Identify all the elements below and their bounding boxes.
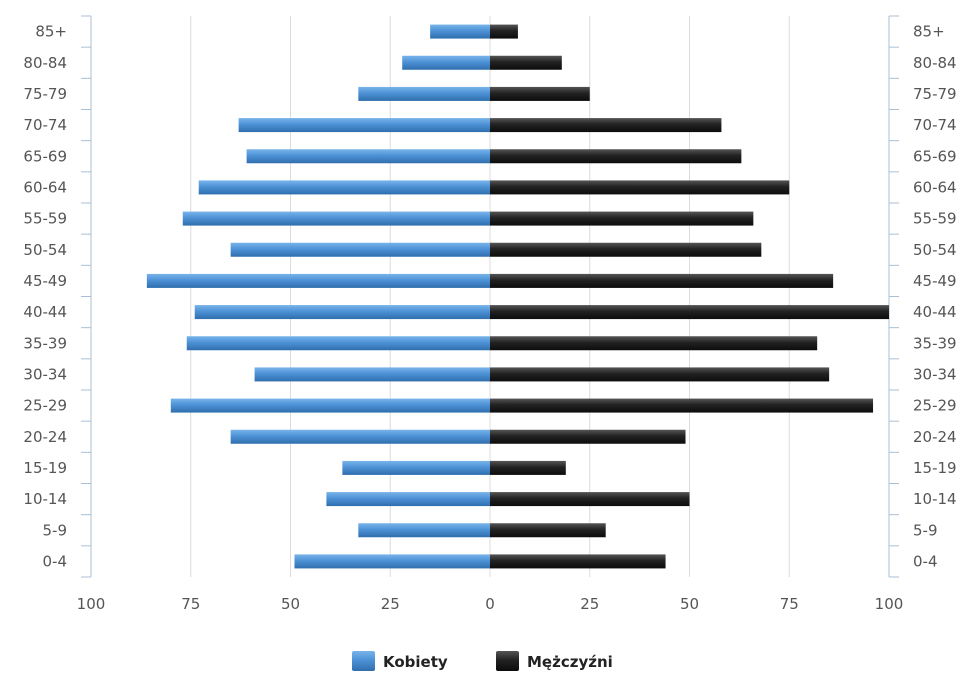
legend-swatch — [352, 651, 375, 671]
bar-mezczyzni-50-54[interactable] — [490, 242, 762, 257]
x-tick-label: 50 — [680, 595, 699, 613]
bar-kobiety-70-74[interactable] — [238, 118, 490, 133]
bar-mezczyzni-60-64[interactable] — [490, 180, 790, 195]
x-tick-label: 0 — [485, 595, 495, 613]
axes — [81, 15, 899, 578]
bar-mezczyzni-30-34[interactable] — [490, 367, 830, 382]
bar-kobiety-45-49[interactable] — [146, 273, 491, 288]
bar-kobiety-85+[interactable] — [430, 24, 490, 39]
y-tick-label-left: 25-29 — [23, 397, 67, 415]
bar-kobiety-15-19[interactable] — [342, 460, 490, 475]
y-tick-label-left: 50-54 — [23, 241, 67, 259]
bar-kobiety-35-39[interactable] — [186, 336, 490, 351]
bar-kobiety-40-44[interactable] — [194, 305, 491, 320]
bars — [146, 24, 889, 569]
bar-kobiety-80-84[interactable] — [402, 55, 490, 70]
y-tick-label-left: 20-24 — [23, 428, 67, 446]
y-tick-label-left: 5-9 — [43, 521, 68, 539]
bar-kobiety-0-4[interactable] — [294, 554, 490, 569]
legend-item-kobiety[interactable]: Kobiety — [352, 651, 448, 671]
bar-mezczyzni-85+[interactable] — [490, 24, 518, 39]
bar-kobiety-75-79[interactable] — [358, 86, 490, 101]
y-tick-label-right: 0-4 — [913, 552, 938, 570]
y-tick-label-left: 75-79 — [23, 85, 67, 103]
bar-kobiety-20-24[interactable] — [230, 429, 490, 444]
x-tick-label: 100 — [875, 595, 904, 613]
x-tick-label: 75 — [181, 595, 200, 613]
y-tick-label-left: 45-49 — [23, 272, 67, 290]
y-tick-label-left: 10-14 — [23, 490, 67, 508]
y-tick-label-right: 80-84 — [913, 54, 957, 72]
bar-mezczyzni-45-49[interactable] — [490, 273, 834, 288]
tick-labels: 85+ 85+ 80-84 80-84 75-79 75-79 70-74 70-74 65-6… — [23, 23, 956, 613]
y-tick-label-right: 30-34 — [913, 365, 957, 383]
bar-mezczyzni-5-9[interactable] — [490, 523, 606, 538]
bar-kobiety-25-29[interactable] — [170, 398, 491, 413]
legend-label: Mężczyźni — [527, 653, 613, 671]
y-tick-label-left: 0-4 — [43, 552, 68, 570]
y-tick-label-left: 85+ — [35, 23, 67, 41]
y-tick-label-right: 15-19 — [913, 459, 957, 477]
bar-kobiety-55-59[interactable] — [182, 211, 490, 226]
y-tick-label-left: 55-59 — [23, 210, 67, 228]
bar-mezczyzni-70-74[interactable] — [490, 118, 722, 133]
bar-mezczyzni-35-39[interactable] — [490, 336, 818, 351]
bar-kobiety-5-9[interactable] — [358, 523, 490, 538]
legend-swatch — [496, 651, 519, 671]
bar-kobiety-60-64[interactable] — [198, 180, 491, 195]
y-tick-label-right: 50-54 — [913, 241, 957, 259]
y-tick-label-left: 70-74 — [23, 116, 67, 134]
y-tick-label-right: 60-64 — [913, 178, 957, 196]
y-tick-label-left: 65-69 — [23, 147, 67, 165]
bar-kobiety-65-69[interactable] — [246, 149, 490, 164]
bar-mezczyzni-65-69[interactable] — [490, 149, 742, 164]
y-tick-label-left: 30-34 — [23, 365, 67, 383]
bar-mezczyzni-0-4[interactable] — [490, 554, 666, 569]
bar-mezczyzni-15-19[interactable] — [490, 460, 566, 475]
y-tick-label-left: 15-19 — [23, 459, 67, 477]
bar-mezczyzni-55-59[interactable] — [490, 211, 754, 226]
bar-mezczyzni-10-14[interactable] — [490, 492, 690, 507]
y-tick-label-right: 65-69 — [913, 147, 957, 165]
y-tick-label-right: 55-59 — [913, 210, 957, 228]
y-tick-label-right: 35-39 — [913, 334, 957, 352]
bar-kobiety-30-34[interactable] — [254, 367, 490, 382]
y-tick-label-left: 35-39 — [23, 334, 67, 352]
bar-mezczyzni-75-79[interactable] — [490, 86, 590, 101]
bar-kobiety-50-54[interactable] — [230, 242, 490, 257]
y-tick-label-right: 75-79 — [913, 85, 957, 103]
y-tick-label-left: 40-44 — [23, 303, 67, 321]
x-tick-label: 25 — [381, 595, 400, 613]
y-tick-label-right: 70-74 — [913, 116, 957, 134]
x-tick-label: 50 — [281, 595, 300, 613]
y-tick-label-right: 45-49 — [913, 272, 957, 290]
y-tick-label-left: 60-64 — [23, 178, 67, 196]
y-tick-label-right: 5-9 — [913, 521, 938, 539]
y-tick-label-right: 25-29 — [913, 397, 957, 415]
x-tick-label: 25 — [580, 595, 599, 613]
bar-kobiety-10-14[interactable] — [326, 492, 490, 507]
y-tick-label-right: 85+ — [913, 23, 945, 41]
legend[interactable]: Kobiety Mężczyźni — [352, 651, 613, 671]
legend-item-mezczyzni[interactable]: Mężczyźni — [496, 651, 613, 671]
y-tick-label-left: 80-84 — [23, 54, 67, 72]
y-tick-label-right: 20-24 — [913, 428, 957, 446]
y-tick-label-right: 10-14 — [913, 490, 957, 508]
bar-mezczyzni-20-24[interactable] — [490, 429, 686, 444]
x-tick-label: 75 — [780, 595, 799, 613]
bar-mezczyzni-25-29[interactable] — [490, 398, 874, 413]
bar-mezczyzni-40-44[interactable] — [490, 305, 889, 320]
x-tick-label: 100 — [77, 595, 106, 613]
bar-mezczyzni-80-84[interactable] — [490, 55, 562, 70]
y-tick-label-right: 40-44 — [913, 303, 957, 321]
legend-label: Kobiety — [383, 653, 448, 671]
